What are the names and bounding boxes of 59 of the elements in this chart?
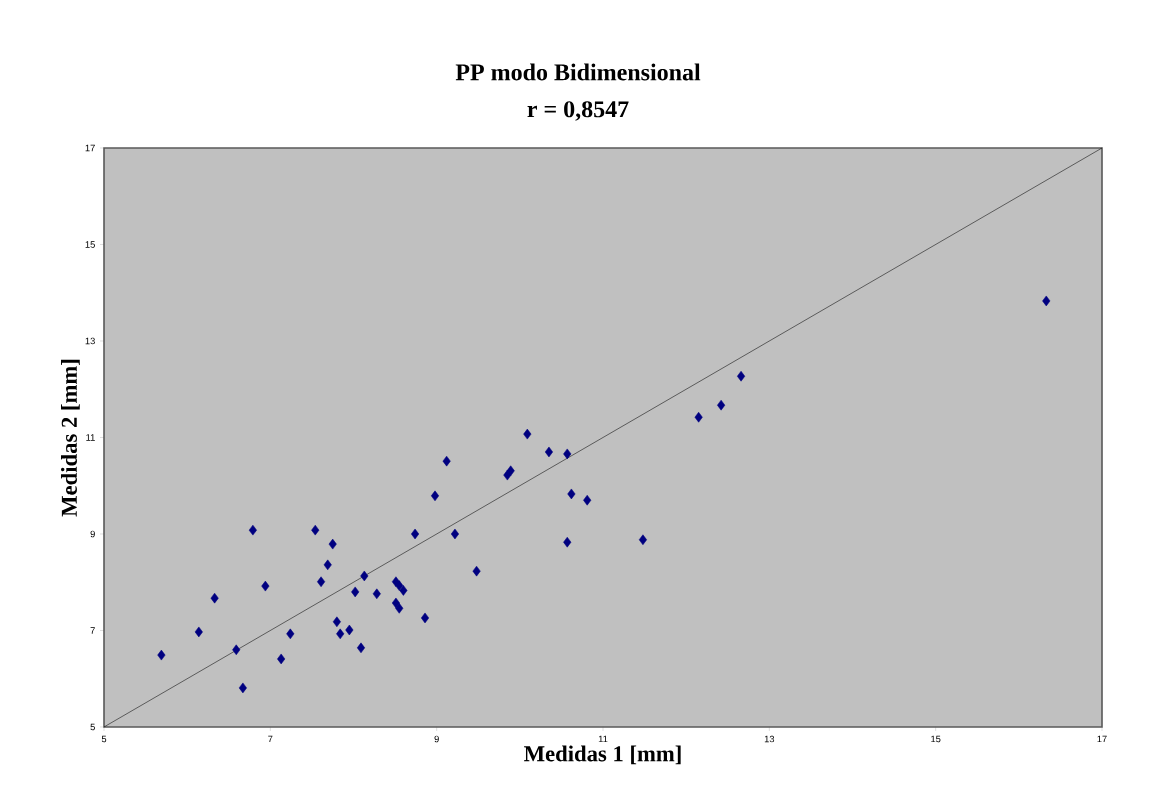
x-axis-title: Medidas 1 [mm] — [524, 745, 681, 765]
chart-title: PP modo Bidimensional — [455, 63, 701, 81]
point — [583, 494, 592, 506]
point — [332, 616, 341, 628]
y-tick-label: 15 — [85, 241, 95, 248]
y-tick-label: 7 — [90, 627, 95, 634]
point — [328, 538, 337, 550]
point — [399, 585, 408, 596]
point — [563, 448, 572, 460]
point — [472, 565, 481, 577]
x-tick-label: 17 — [1097, 735, 1107, 743]
y-tick-label: 11 — [86, 434, 95, 441]
x-tick-label: 15 — [931, 735, 941, 743]
point — [323, 559, 332, 571]
point — [430, 490, 440, 502]
point — [694, 411, 703, 423]
y-tick-label: 9 — [90, 530, 95, 538]
point — [232, 644, 241, 656]
y-tick-label: 13 — [85, 337, 95, 345]
point — [421, 612, 430, 624]
point — [336, 628, 345, 640]
y-axis-title: Medidas 2 [mm] — [61, 359, 80, 517]
x-tick-label: 9 — [434, 735, 439, 743]
point — [450, 528, 459, 540]
point — [544, 446, 553, 458]
chart-subtitle: r = 0,8547 — [527, 101, 629, 121]
point — [286, 628, 295, 640]
point — [210, 592, 219, 604]
x-tick-label: 11 — [598, 735, 608, 743]
x-tick-label: 7 — [268, 735, 273, 743]
point — [157, 649, 166, 661]
point — [238, 682, 247, 694]
point — [1042, 295, 1051, 307]
x-tick-label: 5 — [101, 735, 107, 743]
point — [248, 524, 257, 536]
point — [638, 534, 647, 546]
point — [356, 642, 366, 654]
point — [563, 536, 572, 548]
y-tick-label: 17 — [85, 144, 95, 152]
point — [372, 588, 381, 600]
point — [277, 653, 286, 665]
y-tick-label: 5 — [90, 723, 95, 731]
point — [395, 603, 404, 614]
point — [567, 488, 576, 500]
point — [737, 370, 746, 382]
point — [317, 576, 326, 588]
point — [411, 528, 420, 540]
point — [442, 455, 451, 467]
point — [395, 580, 404, 591]
point — [523, 428, 532, 440]
point — [311, 524, 320, 536]
point — [261, 580, 270, 592]
point — [717, 399, 726, 411]
point — [194, 626, 203, 638]
x-tick-label: 13 — [764, 735, 775, 743]
point — [345, 624, 354, 636]
point — [360, 570, 369, 582]
point — [506, 465, 515, 477]
point — [351, 586, 360, 598]
